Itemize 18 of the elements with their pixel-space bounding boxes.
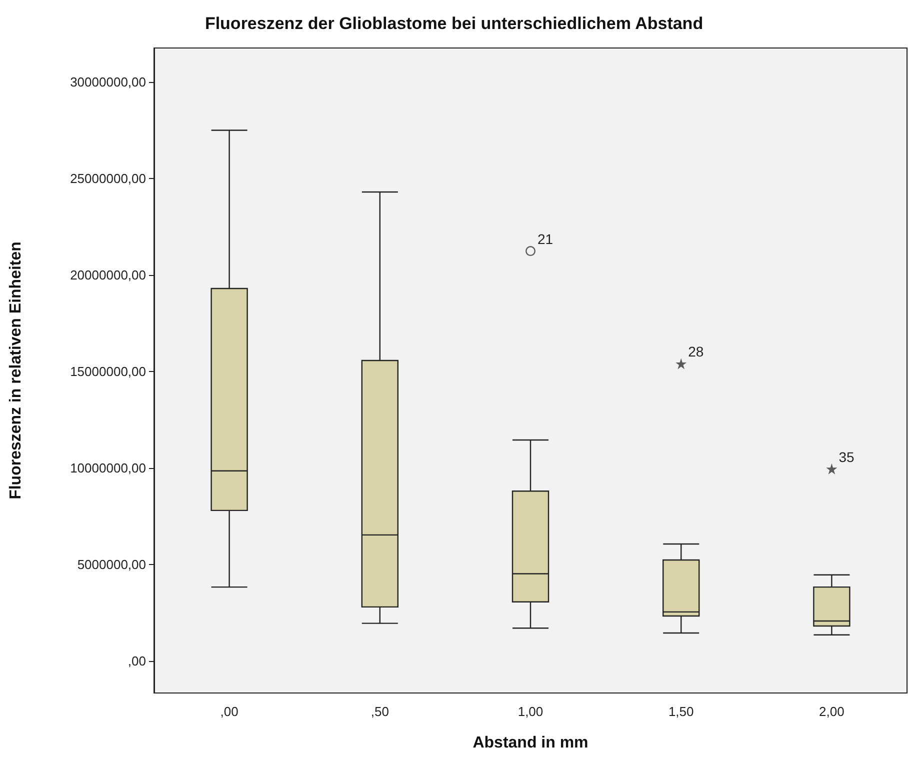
y-tick-label: 5000000,00 (77, 556, 146, 572)
x-tick-label: ,00 (220, 704, 238, 719)
chart-title: Fluoreszenz der Glioblastome bei unterschiedlichem Abstand (204, 14, 704, 33)
x-tick-label: 1,50 (668, 704, 694, 719)
annotation: 28 (688, 344, 704, 360)
y-axis-title: Fluoreszenz in relativen Einheiten (8, 242, 24, 500)
annotation: 35 (838, 448, 854, 465)
y-tick-label: 20000000,00 (70, 267, 146, 282)
x-tick-label: 1,00 (518, 704, 544, 719)
y-tick-label: ,00 (128, 653, 146, 668)
x-axis-title: Abstand in mm (472, 734, 588, 752)
annotation: 21 (538, 231, 554, 248)
y-tick-label: 10000000,00 (70, 460, 146, 476)
x-tick-label: 2,00 (819, 704, 844, 719)
y-tick-label: 30000000,00 (70, 74, 146, 90)
y-tick-label: 15000000,00 (70, 364, 146, 379)
x-tick-label: ,50 (370, 704, 389, 719)
y-tick-label: 25000000,00 (70, 170, 146, 186)
